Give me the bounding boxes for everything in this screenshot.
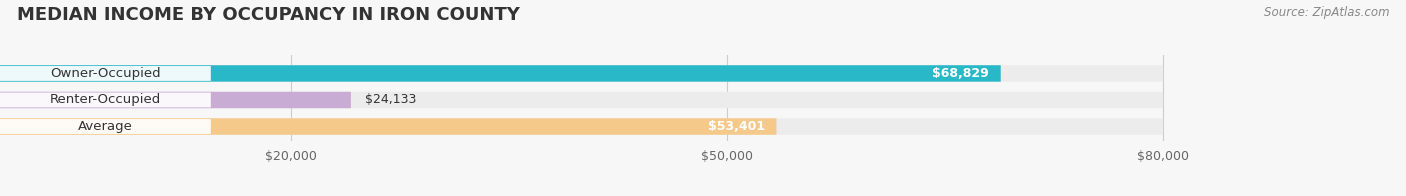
FancyBboxPatch shape xyxy=(0,118,776,135)
FancyBboxPatch shape xyxy=(0,65,1001,82)
FancyBboxPatch shape xyxy=(0,118,1163,135)
Text: $24,133: $24,133 xyxy=(366,93,416,106)
FancyBboxPatch shape xyxy=(0,66,211,81)
Text: Source: ZipAtlas.com: Source: ZipAtlas.com xyxy=(1264,6,1389,19)
FancyBboxPatch shape xyxy=(0,92,352,108)
FancyBboxPatch shape xyxy=(0,93,211,107)
Text: Average: Average xyxy=(77,120,132,133)
FancyBboxPatch shape xyxy=(0,65,1163,82)
Text: $68,829: $68,829 xyxy=(932,67,988,80)
Text: Renter-Occupied: Renter-Occupied xyxy=(49,93,162,106)
Text: MEDIAN INCOME BY OCCUPANCY IN IRON COUNTY: MEDIAN INCOME BY OCCUPANCY IN IRON COUNT… xyxy=(17,6,520,24)
Text: Owner-Occupied: Owner-Occupied xyxy=(51,67,160,80)
FancyBboxPatch shape xyxy=(0,92,1163,108)
FancyBboxPatch shape xyxy=(0,119,211,134)
Text: $53,401: $53,401 xyxy=(707,120,765,133)
